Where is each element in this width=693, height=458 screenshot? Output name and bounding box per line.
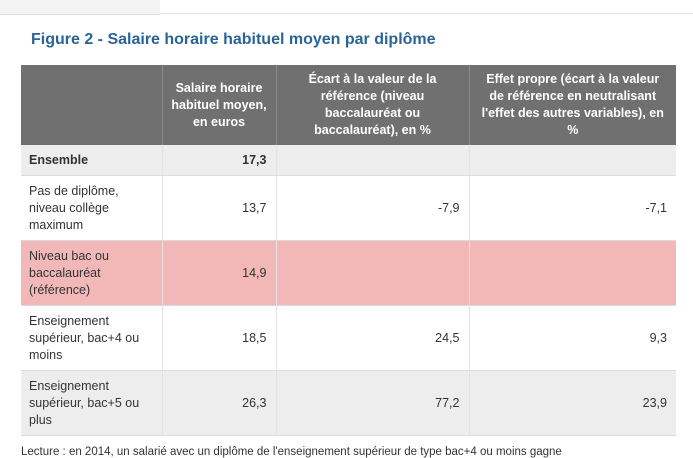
row-label: Enseignement supérieur, bac+5 ou plus (21, 370, 162, 436)
row-label: Pas de diplôme, niveau collège maximum (21, 175, 162, 241)
cell-salaire: 13,7 (161, 175, 276, 241)
footnote: Lecture : en 2014, un salarié avec un di… (21, 446, 562, 458)
salary-table: Salaire horaire habituel moyen, en euros… (21, 65, 676, 436)
cell-ecart: 24,5 (275, 305, 469, 371)
cell-ecart (275, 145, 469, 176)
top-tab[interactable] (0, 0, 160, 15)
table-row: Ensemble 17,3 (21, 145, 676, 176)
cell-salaire: 14,9 (161, 240, 276, 306)
row-label: Ensemble (21, 145, 162, 176)
cell-effet: 9,3 (468, 305, 676, 371)
header-ecart: Écart à la valeur de la référence (nivea… (275, 65, 469, 145)
cell-ecart (275, 240, 469, 306)
row-label: Niveau bac ou baccalauréat (référence) (21, 240, 162, 306)
header-label (21, 65, 162, 145)
cell-salaire: 26,3 (161, 370, 276, 436)
cell-salaire: 18,5 (161, 305, 276, 371)
table-row-reference: Niveau bac ou baccalauréat (référence) 1… (21, 240, 676, 306)
table-row: Enseignement supérieur, bac+5 ou plus 26… (21, 370, 676, 436)
header-effet: Effet propre (écart à la valeur de référ… (468, 65, 676, 145)
cell-ecart: -7,9 (275, 175, 469, 241)
figure-title: Figure 2 - Salaire horaire habituel moye… (31, 31, 436, 48)
row-label: Enseignement supérieur, bac+4 ou moins (21, 305, 162, 371)
cell-ecart: 77,2 (275, 370, 469, 436)
header-salaire: Salaire horaire habituel moyen, en euros (161, 65, 276, 145)
cell-effet (468, 145, 676, 176)
table-header-row: Salaire horaire habituel moyen, en euros… (21, 65, 676, 145)
table-row: Pas de diplôme, niveau collège maximum 1… (21, 175, 676, 241)
cell-effet: 23,9 (468, 370, 676, 436)
cell-effet (468, 240, 676, 306)
cell-effet: -7,1 (468, 175, 676, 241)
cell-salaire: 17,3 (161, 145, 276, 176)
table-row: Enseignement supérieur, bac+4 ou moins 1… (21, 305, 676, 371)
tab-divider (160, 13, 693, 14)
